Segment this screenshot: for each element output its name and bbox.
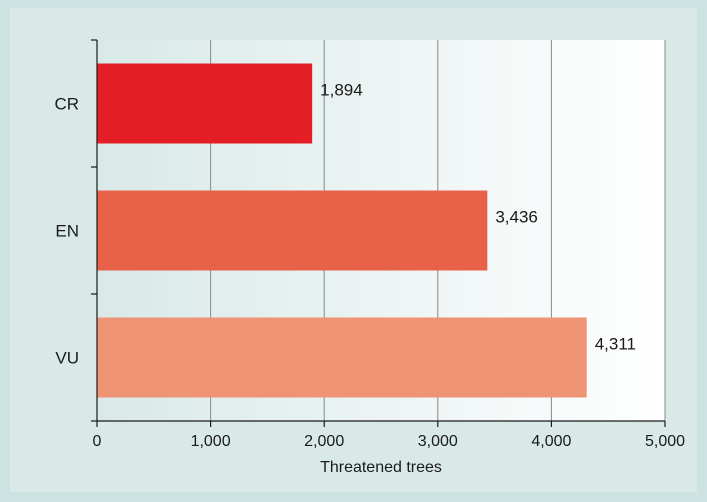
x-tick-label-0: 0 [93, 433, 102, 450]
bar-vu [97, 317, 587, 398]
axes [91, 39, 666, 427]
chart-frame: 1,894 CR 3,436 EN 4,311 VU 0 1,000 2,000 3,000 4,0… [10, 8, 697, 492]
labels: 1,894 CR 3,436 EN 4,311 VU 0 1,000 2,000 3,000 4,0… [54, 81, 685, 451]
bars [97, 63, 587, 398]
x-axis-title: Threatened trees [320, 459, 442, 476]
category-label-en: EN [55, 222, 79, 241]
x-tick-label-1: 1,000 [191, 433, 231, 450]
category-label-vu: VU [55, 349, 79, 368]
value-label-cr: 1,894 [320, 81, 363, 100]
value-label-en: 3,436 [495, 208, 538, 227]
bar-en [97, 190, 488, 271]
x-tick-label-3: 3,000 [418, 433, 458, 450]
category-label-cr: CR [54, 95, 79, 114]
bar-chart: 1,894 CR 3,436 EN 4,311 VU 0 1,000 2,000 3,000 4,0… [54, 39, 685, 476]
value-label-vu: 4,311 [595, 335, 636, 354]
x-tick-label-2: 2,000 [304, 433, 344, 450]
x-tick-label-4: 4,000 [531, 433, 571, 450]
x-tick-label-5: 5,000 [645, 433, 685, 450]
bar-cr [97, 63, 313, 144]
